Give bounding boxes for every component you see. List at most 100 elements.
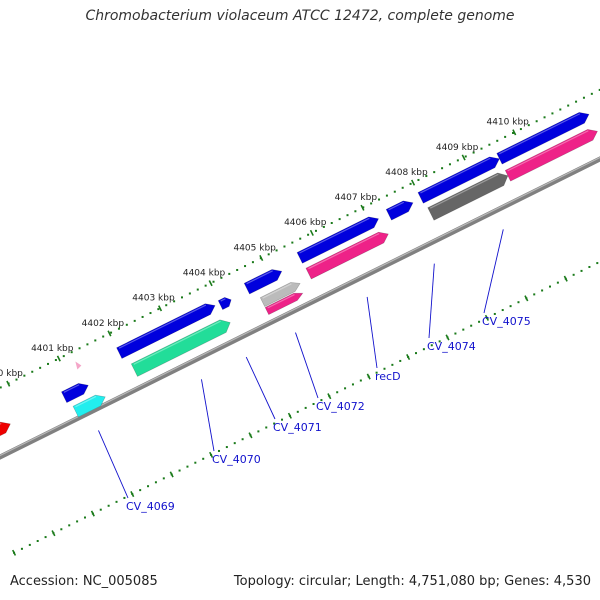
scale-tick [36, 539, 39, 542]
scale-tick [244, 265, 247, 268]
scale-tick-label: 4401 kbp [31, 344, 74, 354]
scale-tick [320, 399, 323, 402]
scale-tick [462, 328, 465, 331]
scale-tick [580, 269, 583, 272]
scale-tick [141, 315, 144, 318]
scale-tick [346, 214, 349, 217]
scale-tick [28, 543, 31, 546]
scale-tick [68, 524, 71, 527]
scale-tick [194, 461, 197, 464]
scale-tick [44, 536, 47, 539]
scale-tick [551, 112, 554, 115]
scale-tick [344, 387, 347, 390]
gene-label-leader [245, 356, 276, 420]
feature-track [0, 112, 598, 437]
scale-tick-major [158, 305, 163, 312]
scale-tick-major [169, 471, 174, 478]
scale-tick [370, 202, 373, 205]
scale-tick [241, 438, 244, 441]
scale-tick [204, 284, 207, 287]
gene-arrow-recd-cds [385, 200, 414, 221]
scale-tick [575, 100, 578, 103]
scale-tick [519, 128, 522, 131]
gene-label-leader [366, 296, 378, 369]
scale-tick [23, 374, 26, 377]
scale-tick-major [90, 510, 95, 517]
scale-tick [83, 516, 86, 519]
scale-tick [556, 281, 559, 284]
scale-tick [480, 147, 483, 150]
gene-label[interactable]: CV_4074 [427, 340, 476, 353]
gene-label[interactable]: CV_4070 [212, 453, 261, 466]
scale-tick [99, 508, 102, 511]
scale-tick-major [360, 204, 365, 211]
scale-tick-major [208, 280, 213, 287]
scale-tick-label: 4403 kbp [132, 294, 175, 304]
scale-tick-major [248, 432, 253, 439]
scale-tick [470, 324, 473, 327]
scale-tick-major [209, 451, 214, 458]
gene-label-leader [483, 229, 504, 314]
scale-tick [314, 229, 317, 232]
scale-tick [596, 262, 599, 265]
scale-tick [173, 300, 176, 303]
scale-tick [322, 225, 325, 228]
scale-tick-major [445, 334, 450, 341]
scale-tick [217, 449, 220, 452]
gene-arrow-recd [305, 231, 389, 280]
gene-arrow-cv4074 [417, 156, 500, 204]
gene-label-leader [201, 379, 215, 452]
scale-tick [165, 304, 168, 307]
scale-tick-label: 4405 kbp [233, 243, 276, 253]
scale-tick-label: 4404 kbp [183, 269, 226, 279]
gene-label[interactable]: CV_4075 [482, 315, 531, 328]
scale-tick-major [524, 295, 529, 302]
scale-tick [102, 335, 105, 338]
scale-tick [567, 104, 570, 107]
scale-tick [385, 194, 388, 197]
scale-tick-major [484, 314, 489, 321]
scale-tick [338, 218, 341, 221]
scale-tick [54, 359, 57, 362]
scale-tick [94, 339, 97, 342]
scale-tick [86, 343, 89, 346]
scale-tick [281, 418, 284, 421]
scale-tick [415, 352, 418, 355]
scale-tick [378, 198, 381, 201]
scale-tick [533, 293, 536, 296]
scale-tick [409, 182, 412, 185]
scale-tick [299, 237, 302, 240]
gene-label[interactable]: CV_4072 [316, 400, 365, 413]
scale-tick [275, 249, 278, 252]
scale-tick [139, 489, 142, 492]
scale-tick [438, 340, 441, 343]
scale-tick [517, 301, 520, 304]
scale-tick [47, 362, 50, 365]
scale-tick [351, 383, 354, 386]
scale-tick [283, 245, 286, 248]
scale-tick [425, 175, 428, 178]
scale-tick [20, 547, 23, 550]
topology-summary: Topology: circular; Length: 4,751,080 bp… [233, 574, 591, 589]
scale-tick [383, 367, 386, 370]
scale-tick [464, 155, 467, 158]
scale-tick [598, 88, 600, 91]
scale-tick [76, 520, 79, 523]
scale-tick [399, 359, 402, 362]
gene-arrow-cv4071 [243, 269, 283, 295]
scale-tick [430, 344, 433, 347]
scale-tick [251, 261, 254, 264]
gene-label[interactable]: CV_4069 [126, 500, 175, 513]
gene-label[interactable]: recD [375, 370, 401, 383]
scale-tick [0, 386, 2, 389]
scale-tick [548, 285, 551, 288]
scale-tick [488, 143, 491, 146]
scale-tick [15, 378, 18, 381]
gene-label-layer: CV_4069 CV_4070 CV_4071 CV_4072 recD CV_4074 C… [98, 229, 531, 513]
scale-tick [236, 268, 239, 271]
gene-label[interactable]: CV_4071 [273, 421, 322, 434]
scale-tick [233, 442, 236, 445]
scale-tick-label: 4410 kbp [486, 118, 529, 128]
scale-tick [273, 422, 276, 425]
